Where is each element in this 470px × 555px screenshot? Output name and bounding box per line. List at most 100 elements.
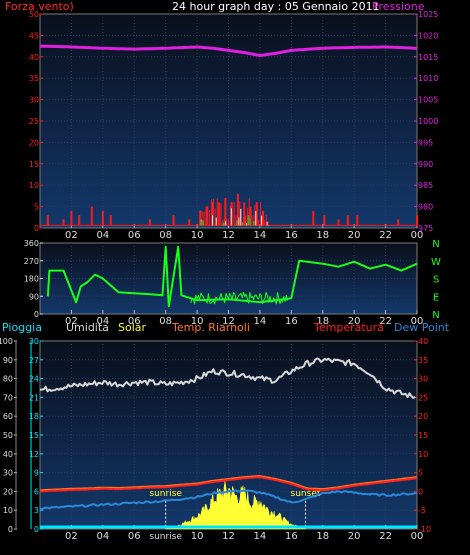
p3-humidity-axis-label: 40 [3, 450, 13, 459]
p3-humidity-axis-label: 80 [3, 375, 13, 384]
p1-right-label: 975 [418, 224, 433, 233]
p1-right-label: 1025 [418, 10, 438, 19]
p1-right-label: 990 [418, 160, 433, 169]
p3-rain-axis-label: 15 [29, 431, 39, 440]
p1-right-label: 980 [418, 203, 433, 212]
p3-temp-axis-label: -5 [418, 506, 426, 515]
p1-left-label: 50 [29, 10, 39, 19]
p1-left-label: 35 [29, 74, 39, 83]
p1-x-label: 16 [285, 230, 298, 241]
sunset-label: sunset [291, 489, 321, 499]
p1-left-label: 25 [29, 117, 39, 126]
p3-rain-axis-label: 30 [29, 337, 39, 346]
p3-rain-axis-label: 6 [34, 487, 39, 496]
p3-x-label: 12 [222, 531, 235, 542]
sunrise-label: sunrise [149, 489, 182, 499]
p3-x-label: 20 [348, 531, 361, 542]
p2-left-label: 0 [34, 310, 39, 319]
p3-humidity-axis-label: 20 [3, 487, 13, 496]
p2-x-label: 02 [65, 316, 78, 327]
left-axis-title: Forza vento) [5, 0, 74, 13]
p3-rain-axis-label: 21 [29, 393, 39, 402]
p2-x-label: 22 [379, 316, 392, 327]
p3-x-label: 18 [316, 531, 329, 542]
p3-humidity-axis-label: 100 [0, 337, 13, 346]
temperature-line [39, 476, 418, 493]
p1-x-label: 10 [191, 230, 204, 241]
soil-temp-line [39, 475, 418, 492]
p1-left-label: 5 [34, 203, 39, 212]
p1-left-label: 0 [34, 224, 39, 233]
p1-right-label: 1015 [418, 53, 438, 62]
p2-x-label: 04 [96, 316, 109, 327]
p3-x-label: 22 [379, 531, 392, 542]
p1-x-label: 06 [128, 230, 141, 241]
dewpoint-line [39, 489, 417, 511]
p1-left-label: 30 [29, 96, 39, 105]
legend-pioggia: Pioggia [2, 321, 42, 334]
p2-x-label: 10 [191, 316, 204, 327]
p1-x-label: 08 [159, 230, 172, 241]
p1-right-label: 1020 [418, 31, 438, 40]
p1-left-label: 15 [29, 160, 39, 169]
p3-temp-axis-label: 20 [418, 412, 428, 421]
p3-temp-axis-label: -10 [418, 525, 431, 534]
p2-left-label: 270 [24, 257, 39, 266]
p1-x-label: 12 [222, 230, 235, 241]
p2-x-label: 20 [348, 316, 361, 327]
p2-left-label: 180 [24, 275, 39, 284]
p1-x-label: 00 [411, 230, 424, 241]
legend-solar: Solar [118, 321, 147, 334]
p3-x-label: 06 [128, 531, 141, 542]
right-axis-title: Pressione [372, 0, 425, 13]
legend-dew-point: Dew Point [394, 321, 450, 334]
legend-temp-riarnoli: Temp. Riarnoli [171, 321, 250, 334]
p3-temp-axis-label: 0 [418, 487, 423, 496]
p3-rain-axis-label: 18 [29, 412, 39, 421]
p3-humidity-axis-label: 90 [3, 356, 13, 365]
p3-x-label: sunrise [149, 532, 182, 542]
p3-humidity-axis-label: 10 [3, 506, 13, 515]
p2-x-label: 06 [128, 316, 141, 327]
p1-left-label: 20 [29, 138, 39, 147]
direction-line [46, 245, 418, 308]
p1-left-label: 10 [29, 181, 39, 190]
p3-rain-axis-label: 12 [29, 450, 39, 459]
p1-right-label: 1005 [418, 96, 438, 105]
p3-humidity-axis-label: 70 [3, 393, 13, 402]
p3-x-label: 02 [65, 531, 78, 542]
pressure-line [39, 44, 418, 57]
p3-x-label: 14 [254, 531, 267, 542]
compass-e: E [433, 292, 439, 303]
legend-temperatura: Temperatura [313, 321, 384, 334]
p3-x-label: 04 [96, 531, 109, 542]
legend-umidita: Umidita [66, 321, 109, 334]
p2-x-label: 00 [411, 316, 424, 327]
compass-s: S [433, 275, 439, 286]
p3-temp-axis-label: 10 [418, 450, 428, 459]
p1-right-label: 995 [418, 138, 433, 147]
p2-left-label: 90 [29, 292, 39, 301]
p3-temp-axis-label: 35 [418, 356, 428, 365]
p3-humidity-axis-label: 60 [3, 412, 13, 421]
p3-temp-axis-label: 25 [418, 393, 428, 402]
solar-area [165, 480, 306, 530]
p2-x-label: 08 [159, 316, 172, 327]
p2-x-label: 12 [222, 316, 235, 327]
p3-humidity-axis-label: 30 [3, 469, 13, 478]
p1-x-label: 20 [348, 230, 361, 241]
p3-temp-axis-label: 30 [418, 375, 428, 384]
chart-title: 24 hour graph day : 05 Gennaio 2011 [172, 0, 380, 13]
p1-right-label: 985 [418, 181, 433, 190]
p2-x-label: 16 [285, 316, 298, 327]
p3-humidity-axis-label: 0 [8, 525, 13, 534]
p1-x-label: 18 [316, 230, 329, 241]
humidity-line [39, 357, 416, 399]
direction-noise [190, 291, 289, 305]
p1-x-label: 02 [65, 230, 78, 241]
p1-right-label: 1000 [418, 117, 438, 126]
compass-n: N [432, 310, 439, 321]
p1-left-label: 40 [29, 53, 39, 62]
p3-x-label: 10 [191, 531, 204, 542]
